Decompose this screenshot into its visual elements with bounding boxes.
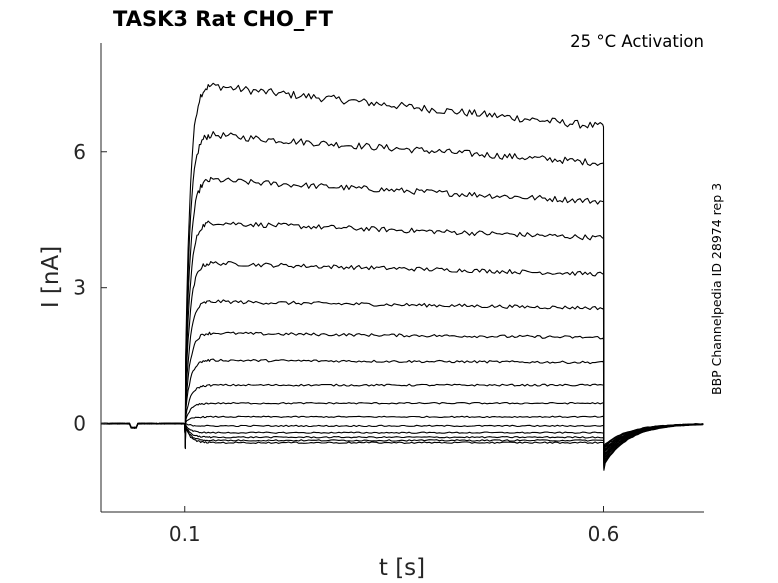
x-ticks: 0.1 0.6 bbox=[169, 506, 620, 546]
y-axis-label: I [nA] bbox=[38, 246, 64, 308]
x-tick-label: 0.6 bbox=[588, 522, 620, 546]
chart-title: TASK3 Rat CHO_FT bbox=[113, 7, 334, 31]
y-tick-label: 0 bbox=[73, 412, 86, 436]
condition-annotation: 25 °C Activation bbox=[570, 32, 704, 51]
traces-group bbox=[100, 82, 704, 471]
source-label: BBP Channelpedia ID 28974 rep 3 bbox=[709, 183, 724, 395]
y-tick-label: 3 bbox=[73, 276, 86, 300]
x-axis-label: t [s] bbox=[379, 555, 425, 581]
y-ticks: 0 3 6 bbox=[73, 140, 107, 436]
current-trace bbox=[100, 220, 704, 467]
current-trace bbox=[100, 261, 704, 466]
current-trace bbox=[100, 176, 704, 469]
y-tick-label: 6 bbox=[73, 140, 86, 164]
current-trace bbox=[100, 422, 704, 451]
x-tick-label: 0.1 bbox=[169, 522, 201, 546]
